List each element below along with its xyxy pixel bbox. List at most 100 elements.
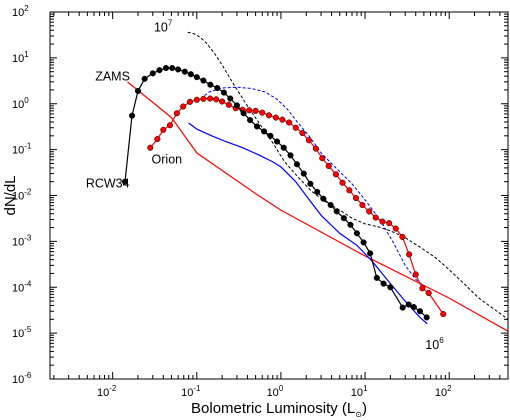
x-axis-title-close: ): [362, 400, 367, 417]
labels-layer: 10-2 10-1 100 101 102 10-6 10-5 10-4 10-3 10-2 10-…: [12, 4, 452, 399]
data-point-orion: [420, 285, 426, 291]
data-point-rcw34: [341, 215, 347, 221]
data-point-orion: [300, 130, 306, 136]
data-point-orion: [380, 219, 386, 225]
data-point-orion: [286, 120, 292, 126]
data-point-rcw34: [400, 305, 406, 311]
data-point-rcw34: [227, 96, 233, 102]
y-tick-label: 100: [12, 96, 29, 111]
data-point-rcw34: [201, 78, 207, 84]
annotation-label: 107: [154, 18, 173, 34]
annotation-label: ZAMS: [95, 70, 130, 84]
data-point-rcw34: [381, 281, 387, 287]
y-tick-label: 10-4: [12, 279, 32, 294]
data-point-orion: [213, 97, 219, 103]
x-tick-label: 101: [351, 384, 368, 399]
data-point-orion: [167, 122, 173, 128]
data-point-rcw34: [142, 76, 148, 82]
series-line-curve-5: [188, 32, 508, 319]
data-point-rcw34: [241, 110, 247, 116]
x-axis-title-text: Bolometric Luminosity (L: [191, 400, 355, 417]
data-point-orion: [259, 110, 265, 116]
data-point-orion: [226, 102, 232, 108]
data-point-rcw34: [254, 124, 260, 130]
data-point-orion: [413, 272, 419, 278]
series-line-zams: [128, 82, 509, 331]
x-axis-title-subscript: ⊙: [355, 410, 362, 419]
data-point-orion: [319, 155, 325, 161]
y-tick-label: 101: [12, 50, 29, 65]
data-point-rcw34: [406, 302, 412, 308]
data-point-orion: [207, 96, 213, 102]
data-point-orion: [219, 99, 225, 105]
data-point-orion: [266, 113, 272, 119]
data-point-rcw34: [188, 71, 194, 77]
data-point-orion: [155, 136, 161, 142]
data-point-orion: [426, 290, 432, 296]
data-point-rcw34: [135, 88, 141, 94]
data-point-rcw34: [301, 171, 307, 177]
y-tick-label: 10-3: [12, 233, 32, 248]
data-point-orion: [360, 202, 366, 208]
data-point-orion: [246, 107, 252, 113]
data-point-orion: [180, 104, 186, 110]
annotation-label: RCW34: [86, 176, 130, 190]
data-point-orion: [333, 171, 339, 177]
plot-frame: [50, 12, 508, 379]
data-point-orion: [326, 163, 332, 169]
data-point-rcw34: [214, 85, 220, 91]
data-point-rcw34: [150, 71, 156, 77]
data-point-rcw34: [321, 196, 327, 202]
data-point-rcw34: [208, 82, 214, 88]
data-point-rcw34: [274, 139, 280, 145]
data-point-rcw34: [367, 250, 373, 256]
data-point-rcw34: [308, 181, 314, 187]
data-point-rcw34: [374, 275, 380, 281]
data-point-orion: [293, 125, 299, 131]
series-line-curve-4: [197, 87, 427, 289]
series-line-rcw34: [125, 68, 427, 317]
data-point-orion: [313, 146, 319, 152]
annotation-label: 106: [425, 336, 444, 352]
data-point-orion: [340, 180, 346, 186]
data-point-orion: [366, 209, 372, 215]
data-point-orion: [280, 117, 286, 123]
data-point-orion: [386, 220, 392, 226]
data-point-orion: [194, 97, 200, 103]
data-point-rcw34: [268, 133, 274, 139]
x-axis-title: Bolometric Luminosity (L⊙): [191, 400, 367, 419]
annotations-layer: ZAMSOrionRCW34107106: [86, 18, 444, 352]
data-point-orion: [253, 108, 259, 114]
x-tick-label: 10-2: [97, 384, 117, 399]
data-point-orion: [174, 110, 180, 116]
data-point-orion: [273, 115, 279, 121]
x-tick-label: 102: [435, 384, 452, 399]
data-point-rcw34: [221, 90, 227, 96]
data-point-orion: [187, 99, 193, 105]
data-point-rcw34: [169, 65, 175, 71]
data-point-rcw34: [314, 189, 320, 195]
series-line-orion: [150, 99, 443, 315]
data-point-orion: [440, 311, 446, 317]
data-point-orion: [353, 195, 359, 201]
data-point-rcw34: [234, 103, 240, 109]
data-point-rcw34: [348, 222, 354, 228]
data-point-orion: [347, 187, 353, 193]
data-point-rcw34: [424, 315, 430, 321]
data-point-rcw34: [163, 65, 169, 71]
data-point-rcw34: [388, 284, 394, 290]
data-point-orion: [393, 226, 399, 232]
x-tick-label: 10-1: [181, 384, 201, 399]
y-axis-title: dN/dL: [2, 175, 19, 215]
y-tick-label: 10-6: [12, 371, 32, 386]
data-point-rcw34: [354, 230, 360, 236]
data-point-rcw34: [175, 67, 181, 73]
data-point-rcw34: [261, 129, 267, 135]
data-point-rcw34: [294, 161, 300, 167]
data-point-orion: [147, 145, 153, 151]
data-point-rcw34: [194, 74, 200, 80]
data-point-orion: [400, 234, 406, 240]
data-point-orion: [161, 127, 167, 133]
data-point-rcw34: [182, 69, 188, 75]
